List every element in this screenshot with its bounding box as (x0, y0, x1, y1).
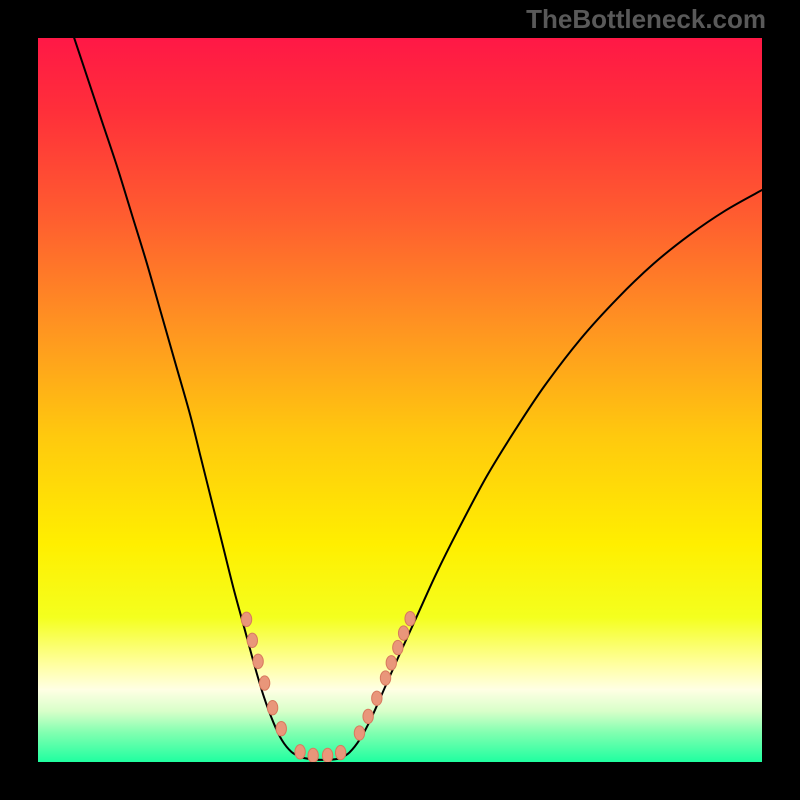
data-marker (398, 626, 408, 640)
data-marker (276, 721, 286, 735)
plot-svg (38, 38, 762, 762)
data-marker (363, 709, 373, 723)
data-marker (322, 748, 332, 762)
data-marker (295, 745, 305, 759)
data-marker (354, 726, 364, 740)
chart-canvas: TheBottleneck.com (0, 0, 800, 800)
data-marker (241, 612, 251, 626)
data-marker (372, 691, 382, 705)
plot-area (38, 38, 762, 762)
data-marker (393, 640, 403, 654)
data-marker (253, 654, 263, 668)
data-marker (386, 656, 396, 670)
data-marker (405, 611, 415, 625)
data-marker (259, 676, 269, 690)
data-marker (335, 745, 345, 759)
data-marker (267, 701, 277, 715)
data-marker (247, 633, 257, 647)
data-marker (308, 748, 318, 762)
data-marker (380, 671, 390, 685)
watermark-text: TheBottleneck.com (526, 4, 766, 35)
